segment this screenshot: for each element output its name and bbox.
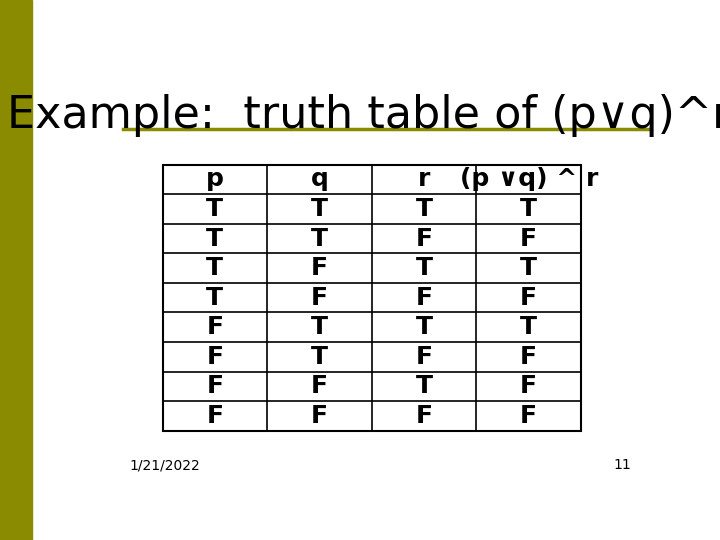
Text: F: F [521, 404, 537, 428]
Text: F: F [521, 286, 537, 309]
Text: F: F [521, 374, 537, 399]
Text: F: F [311, 404, 328, 428]
Text: T: T [311, 226, 328, 251]
Text: T: T [207, 256, 223, 280]
Bar [163, 165, 581, 431]
Text: F: F [521, 226, 537, 251]
Text: F: F [415, 345, 433, 369]
Text: T: T [311, 345, 328, 369]
Text: T: T [415, 374, 433, 399]
Text: 1/21/2022: 1/21/2022 [129, 458, 200, 472]
Text: 11: 11 [613, 458, 631, 472]
Text: F: F [521, 345, 537, 369]
Text: T: T [415, 256, 433, 280]
Text: T: T [311, 315, 328, 339]
Text: F: F [415, 404, 433, 428]
Text: F: F [415, 286, 433, 309]
Text: T: T [311, 197, 328, 221]
Text: T: T [521, 315, 537, 339]
Text: F: F [207, 315, 223, 339]
Text: F: F [311, 256, 328, 280]
Text: T: T [207, 286, 223, 309]
Text: F: F [207, 404, 223, 428]
Text: F: F [311, 286, 328, 309]
Text: r: r [418, 167, 431, 191]
Text: T: T [521, 256, 537, 280]
Text: p: p [206, 167, 224, 191]
Text: F: F [207, 374, 223, 399]
Text: q: q [310, 167, 328, 191]
Text: T: T [415, 315, 433, 339]
Text: F: F [207, 345, 223, 369]
Text: T: T [521, 197, 537, 221]
Text: T: T [415, 197, 433, 221]
Text: Example:  truth table of (p∨q)^r: Example: truth table of (p∨q)^r [7, 94, 720, 137]
Text: F: F [415, 226, 433, 251]
Text: T: T [207, 197, 223, 221]
Text: T: T [207, 226, 223, 251]
Text: (p ∨q) ^ r: (p ∨q) ^ r [459, 167, 598, 191]
Text: F: F [311, 374, 328, 399]
